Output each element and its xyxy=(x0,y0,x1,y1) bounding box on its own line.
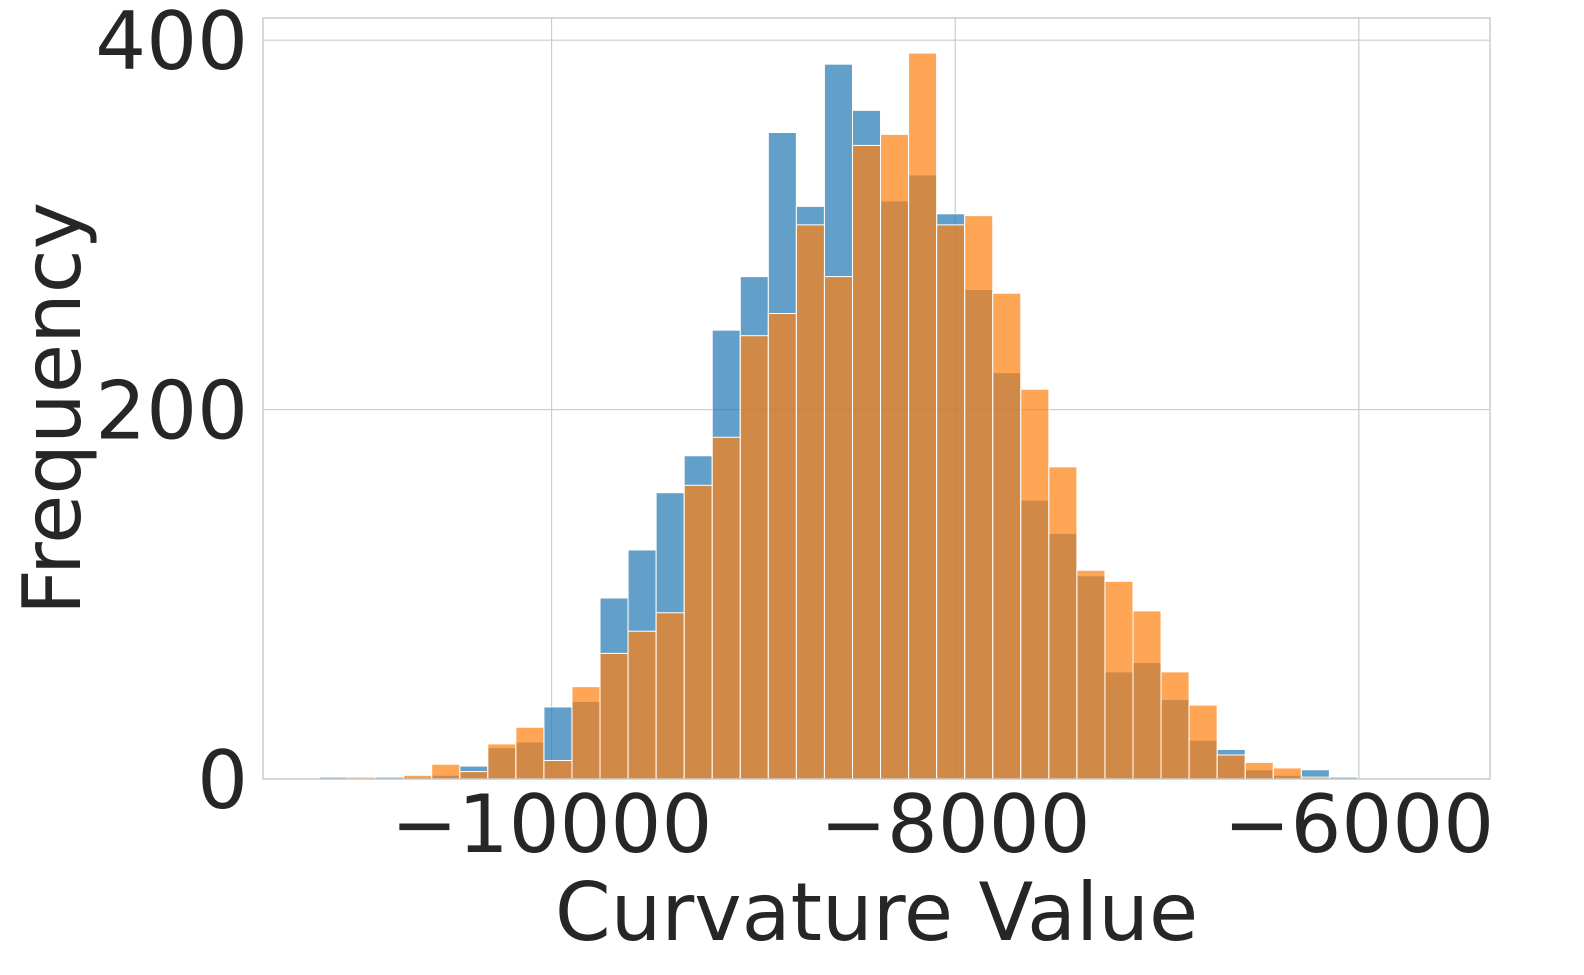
histogram-bar xyxy=(795,224,825,780)
x-tick-label: −10000 xyxy=(391,778,713,871)
histogram-bar xyxy=(739,335,769,780)
histogram-bar xyxy=(627,630,657,780)
histogram-bar xyxy=(880,133,910,780)
x-tick-labels: −10000 −8000 −6000 xyxy=(391,778,1494,871)
x-tick-label: −8000 xyxy=(820,778,1091,871)
histogram-bar xyxy=(851,144,882,780)
histogram-bar xyxy=(936,224,966,780)
series-2-bars xyxy=(347,52,1330,780)
histogram-bar xyxy=(1160,671,1190,780)
histogram-bar xyxy=(1048,466,1078,780)
histogram-bar xyxy=(655,612,685,780)
x-axis-label: Curvature Value xyxy=(555,866,1198,959)
y-tick-label: 0 xyxy=(197,734,248,827)
y-tick-label: 200 xyxy=(95,365,248,458)
histogram-bar xyxy=(1020,388,1050,780)
histogram-bar xyxy=(599,652,629,780)
histogram-bar xyxy=(964,215,994,780)
histogram-bar xyxy=(908,52,938,780)
histogram-bar xyxy=(543,760,573,780)
histogram-bar xyxy=(431,763,461,780)
bars xyxy=(319,52,1358,780)
y-axis-label: Frequency xyxy=(6,202,99,615)
histogram-bar xyxy=(1216,754,1246,780)
histogram-bar xyxy=(515,726,545,780)
histogram-bar xyxy=(711,436,741,780)
histogram-bar xyxy=(1132,610,1162,780)
histogram-bar xyxy=(823,276,853,780)
histogram-bar xyxy=(1244,761,1274,780)
histogram-bar xyxy=(992,292,1022,780)
y-tick-label: 400 xyxy=(95,0,248,88)
histogram-bar xyxy=(1076,569,1106,780)
histogram-bar xyxy=(571,686,601,780)
x-tick-label: −6000 xyxy=(1224,778,1495,871)
histogram-bar xyxy=(683,484,713,780)
histogram-bar xyxy=(1188,704,1218,780)
plot-frame xyxy=(262,17,1491,780)
y-tick-labels: 0 200 400 xyxy=(95,0,248,827)
histogram-bar xyxy=(767,313,797,780)
histogram-bar xyxy=(1104,580,1134,780)
histogram-bar xyxy=(487,743,517,780)
